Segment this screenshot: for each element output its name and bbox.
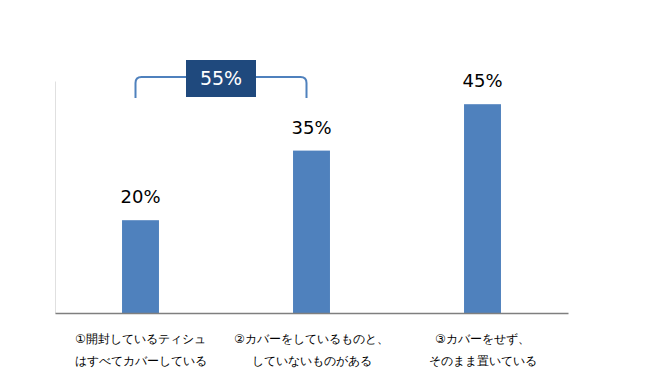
- data-label: 20%: [120, 186, 160, 207]
- category-label: ③カバーをせず、そのまま置いている: [429, 332, 537, 368]
- category-label-line: していないものがある: [252, 354, 372, 368]
- data-label: 35%: [291, 117, 331, 138]
- category-label: ②カバーをしているものと、していないものがある: [234, 332, 389, 368]
- category-label-line: ①開封しているティシュ: [75, 332, 206, 346]
- bar: [122, 220, 159, 313]
- category-label-line: ②カバーをしているものと、: [234, 332, 389, 346]
- category-label-line: ③カバーをせず、: [435, 332, 530, 346]
- data-labels: 20% 35% 45%: [120, 70, 502, 207]
- category-label: ①開封しているティシュはすべてカバーしている: [75, 332, 207, 368]
- category-labels: ①開封しているティシュはすべてカバーしている ②カバーをしているものと、していない…: [75, 332, 537, 368]
- y-axis-line: [55, 82, 56, 314]
- x-axis-line: [56, 313, 569, 315]
- x-axis: [56, 313, 569, 315]
- bracket-annotation: 55%: [136, 60, 307, 98]
- category-label-line: はすべてカバーしている: [75, 354, 207, 368]
- annotation-box: [186, 60, 256, 97]
- data-label: 45%: [462, 70, 502, 91]
- annotation-text: 55%: [200, 67, 242, 89]
- bar: [464, 104, 501, 313]
- bars: [122, 104, 501, 313]
- y-axis: [55, 82, 56, 314]
- bar: [293, 151, 330, 313]
- category-label-line: そのまま置いている: [429, 354, 537, 368]
- chart: ①開封しているティシュはすべてカバーしている ②カバーをしているものと、していない…: [0, 0, 650, 390]
